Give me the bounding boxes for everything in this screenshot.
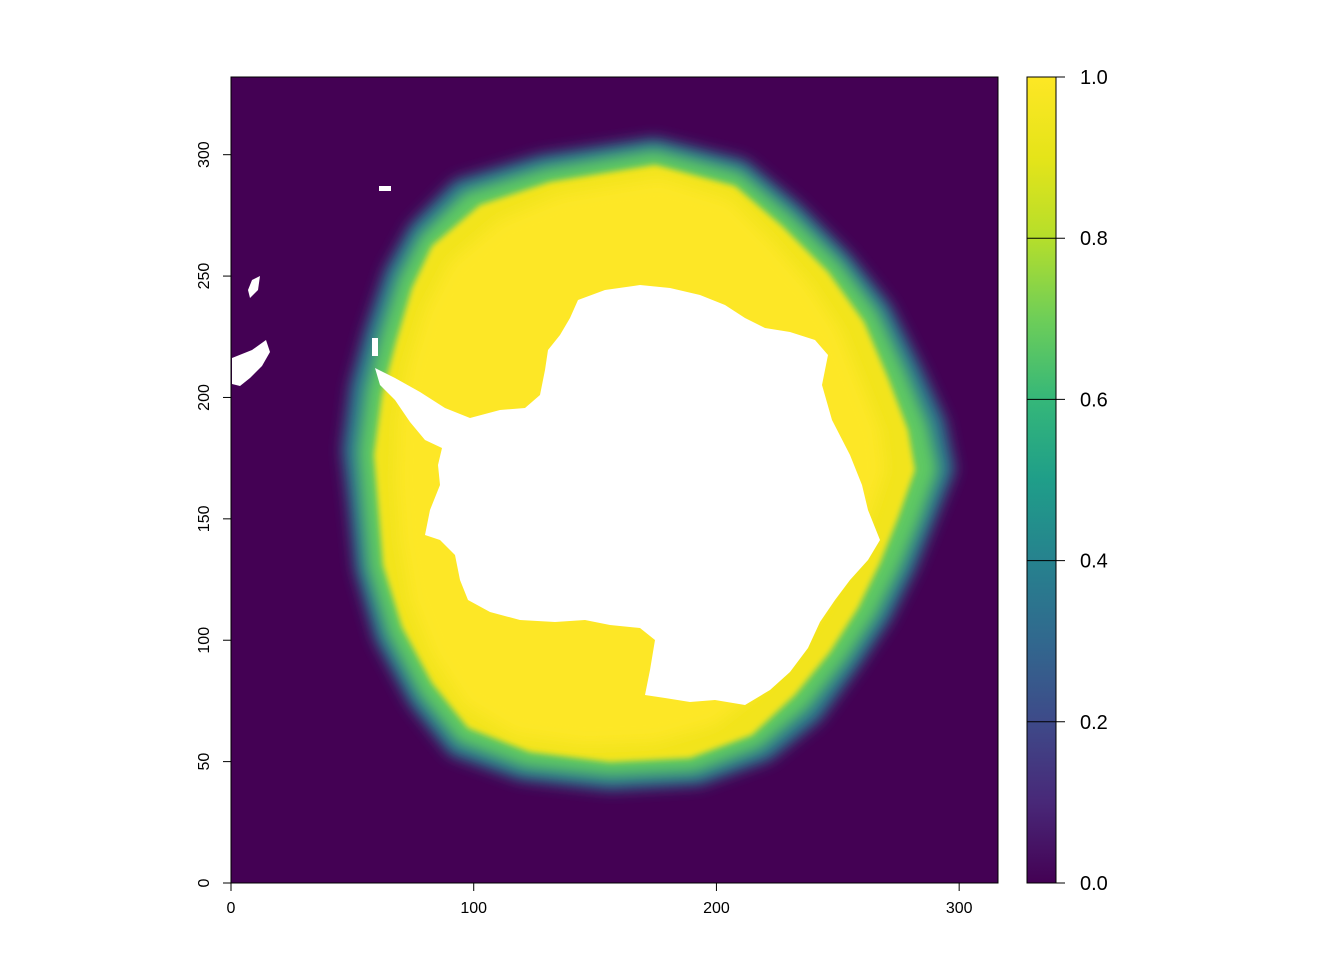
colorbar-axis: 0.0 0.2 0.4 0.6 0.8 1.0	[1027, 67, 1108, 895]
plot-frame	[230, 76, 999, 884]
x-tick-label: 0	[227, 900, 236, 917]
colorbar-tick-label: 0.0	[1080, 873, 1108, 895]
colorbar-tick-label: 1.0	[1080, 67, 1108, 89]
land-speck-2	[248, 276, 260, 298]
colorbar-tick-label: 0.6	[1080, 389, 1108, 411]
y-tick-label: 200	[196, 384, 213, 411]
colorbar-tick-label: 0.2	[1080, 712, 1108, 734]
x-axis: 0 100 200 300	[227, 883, 973, 917]
map-raster	[231, 77, 998, 883]
x-tick-label: 200	[703, 900, 730, 917]
y-tick-label: 100	[196, 627, 213, 654]
land-speck-1	[232, 340, 270, 386]
colorbar-gradient	[1027, 77, 1056, 883]
land-speck-4	[372, 338, 378, 356]
x-tick-label: 300	[946, 900, 973, 917]
y-axis: 0 50 100 150 200 250 300	[196, 141, 231, 887]
y-tick-label: 150	[196, 505, 213, 532]
x-tick-label: 100	[460, 900, 487, 917]
y-tick-label: 300	[196, 141, 213, 168]
y-tick-label: 50	[196, 753, 213, 771]
land-speck-3	[379, 186, 391, 191]
antarctica-land	[375, 285, 880, 705]
colorbar-tick-label: 0.4	[1080, 551, 1108, 573]
colorbar-tick-label: 0.8	[1080, 228, 1108, 250]
y-tick-label: 250	[196, 263, 213, 290]
y-tick-label: 0	[196, 878, 213, 887]
